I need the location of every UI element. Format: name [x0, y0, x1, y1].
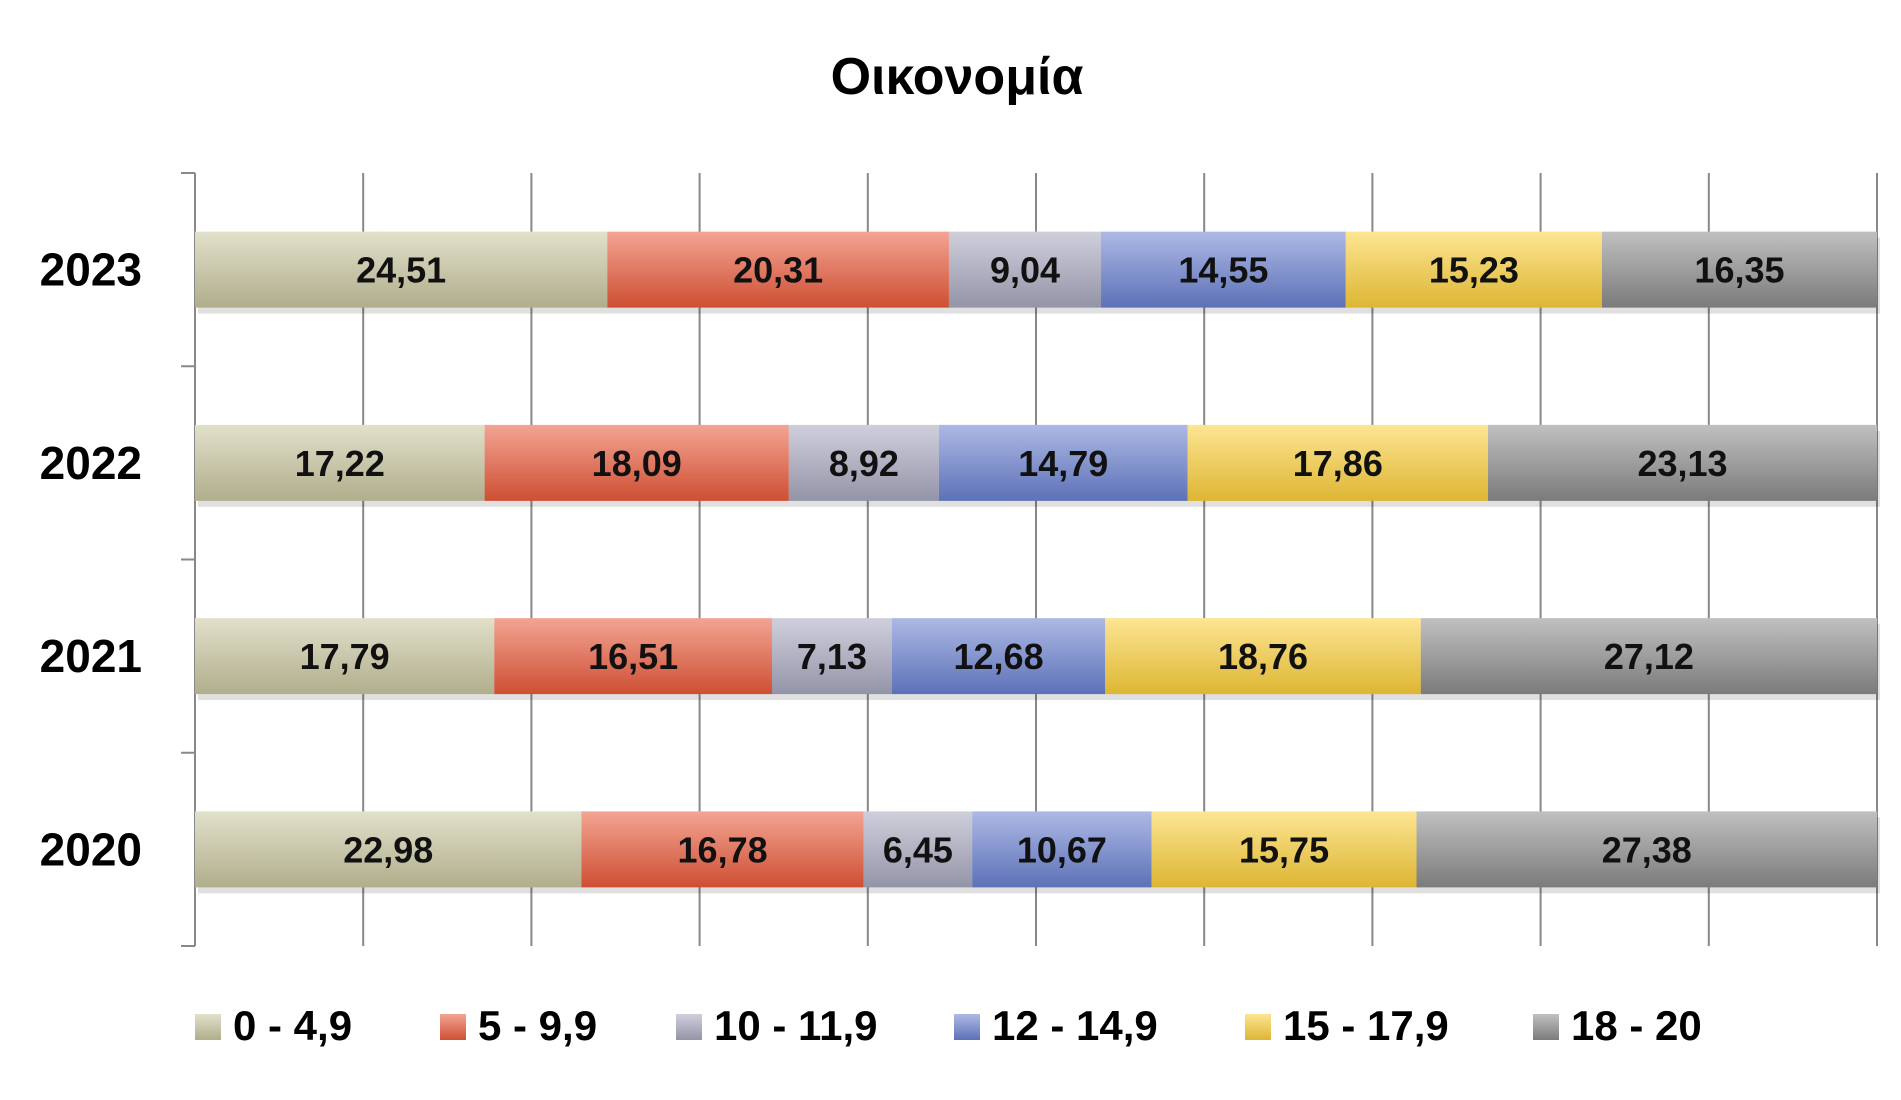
- bar-segment: [1187, 424, 1488, 501]
- bars: [195, 231, 1880, 894]
- data-label: 18,76: [1218, 636, 1308, 677]
- data-labels: 24,51 20,31 9,04 14,55 15,23 16,35 17,22 18,09 8…: [295, 250, 1785, 871]
- bar-segment: [581, 811, 864, 888]
- data-label: 8,92: [829, 443, 899, 484]
- bar-segment: [948, 231, 1102, 308]
- bar-segment: [484, 424, 789, 501]
- data-label: 14,55: [1178, 250, 1268, 291]
- bar-segment: [1416, 811, 1877, 888]
- bar-segment: [1345, 231, 1602, 308]
- year-label: 2023: [40, 244, 142, 296]
- bar-segment: [1420, 618, 1877, 695]
- legend-item: 10 - 11,9: [676, 1002, 877, 1049]
- bar-segment: [1101, 231, 1346, 308]
- year-label: 2022: [40, 437, 142, 489]
- bar-segment: [195, 811, 582, 888]
- legend-item: 12 - 14,9: [954, 1002, 1158, 1049]
- legend-label: 5 - 9,9: [478, 1002, 597, 1049]
- bar-segment: [771, 618, 892, 695]
- data-label: 16,78: [678, 829, 768, 870]
- data-label: 17,86: [1293, 443, 1383, 484]
- bar-segment: [195, 618, 495, 695]
- data-label: 22,98: [343, 829, 433, 870]
- bar-segment: [788, 424, 939, 501]
- legend-label: 10 - 11,9: [714, 1002, 877, 1049]
- data-label: 23,13: [1637, 443, 1727, 484]
- legend-item: 15 - 17,9: [1245, 1002, 1449, 1049]
- legend-item: 18 - 20: [1533, 1002, 1702, 1049]
- bar-segment: [1151, 811, 1417, 888]
- category-axis: [181, 172, 196, 947]
- legend: 0 - 4,9 5 - 9,9 10 - 11,9 12 - 14,9 15 - 17,…: [195, 1002, 1702, 1049]
- bar-segment: [1105, 618, 1421, 695]
- bar-segment: [607, 231, 949, 308]
- bar-segment: [972, 811, 1152, 888]
- bar-segment: [494, 618, 772, 695]
- data-label: 17,79: [300, 636, 390, 677]
- data-label: 7,13: [797, 636, 867, 677]
- data-label: 9,04: [990, 250, 1060, 291]
- legend-swatch: [195, 1014, 221, 1040]
- data-label: 27,12: [1604, 636, 1694, 677]
- data-label: 16,51: [588, 636, 678, 677]
- legend-item: 5 - 9,9: [440, 1002, 597, 1049]
- year-label: 2021: [40, 630, 142, 682]
- data-label: 10,67: [1017, 829, 1107, 870]
- data-label: 6,45: [883, 829, 953, 870]
- legend-item: 0 - 4,9: [195, 1002, 352, 1049]
- data-label: 17,22: [295, 443, 385, 484]
- data-label: 15,23: [1429, 250, 1519, 291]
- bar-segment: [938, 424, 1188, 501]
- data-label: 18,09: [592, 443, 682, 484]
- legend-swatch: [954, 1014, 980, 1040]
- year-label: 2020: [40, 823, 142, 875]
- bar-segment: [1601, 231, 1877, 308]
- legend-label: 18 - 20: [1571, 1002, 1702, 1049]
- data-label: 15,75: [1239, 829, 1329, 870]
- legend-label: 12 - 14,9: [992, 1002, 1158, 1049]
- data-label: 14,79: [1018, 443, 1108, 484]
- data-label: 12,68: [954, 636, 1044, 677]
- legend-label: 15 - 17,9: [1283, 1002, 1449, 1049]
- data-label: 27,38: [1602, 829, 1692, 870]
- bar-segment: [1487, 424, 1877, 501]
- bar-segment: [195, 424, 485, 501]
- data-label: 20,31: [733, 250, 823, 291]
- legend-swatch: [1533, 1014, 1559, 1040]
- year-labels: 2023 2022 2021 2020: [40, 244, 142, 876]
- legend-swatch: [440, 1014, 466, 1040]
- data-label: 24,51: [356, 250, 446, 291]
- bar-segment: [863, 811, 973, 888]
- legend-swatch: [1245, 1014, 1271, 1040]
- bar-segment: [195, 231, 608, 308]
- bar-segment: [891, 618, 1106, 695]
- data-label: 16,35: [1694, 250, 1784, 291]
- chart-title: Οικονομία: [831, 48, 1084, 106]
- legend-swatch: [676, 1014, 702, 1040]
- legend-label: 0 - 4,9: [233, 1002, 352, 1049]
